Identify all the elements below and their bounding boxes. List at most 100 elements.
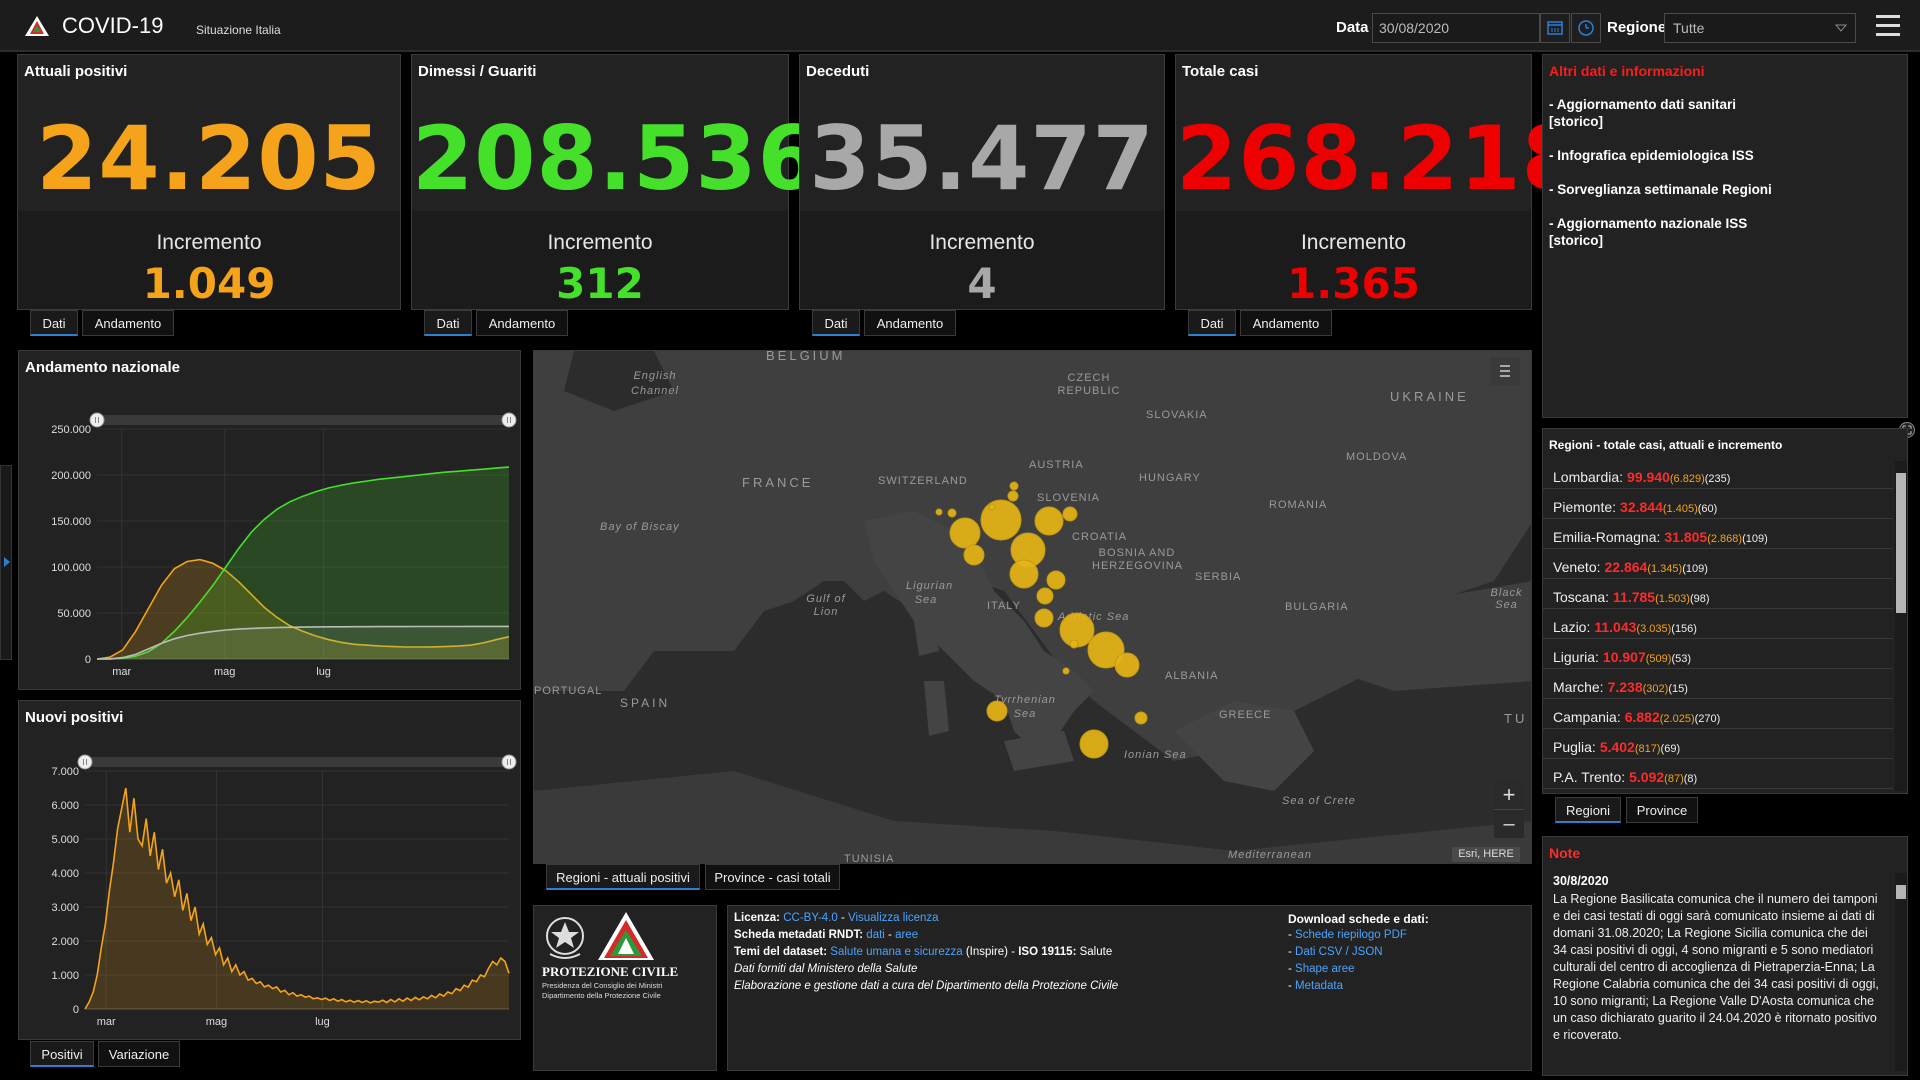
region-row[interactable]: Emilia-Romagna: 31.805(2.868)(109) <box>1543 519 1893 549</box>
download-link[interactable]: Shape aree <box>1295 963 1355 975</box>
region-bubble <box>947 508 957 518</box>
download-link[interactable]: Schede riepilogo PDF <box>1295 929 1407 941</box>
region-total: 5.402 <box>1599 739 1635 755</box>
y-tick-label: 0 <box>73 1004 79 1016</box>
data-management-line: Elaborazione e gestione dati a cura del … <box>734 980 1119 992</box>
download-link[interactable]: Metadata <box>1295 980 1343 992</box>
metadata-aree-link[interactable]: aree <box>895 929 919 941</box>
map-label-country: ITALY <box>987 600 1021 612</box>
tab-regioni-attuali-positivi[interactable]: Regioni - attuali positivi <box>546 864 700 890</box>
view-license-link[interactable]: Visualizza licenza <box>848 912 939 924</box>
zoom-in-button[interactable]: + <box>1494 781 1524 809</box>
kpi-value: 35.477 <box>809 107 1155 210</box>
map-label-country: BULGARIA <box>1285 601 1349 613</box>
tab-andamento[interactable]: Andamento <box>864 310 956 336</box>
tab-dati[interactable]: Dati <box>424 310 472 336</box>
tab-variazione[interactable]: Variazione <box>98 1041 180 1067</box>
download-link[interactable]: Dati CSV / JSON <box>1295 946 1383 958</box>
range-slider-handle[interactable] <box>501 412 517 428</box>
regions-list-panel: Regioni - totale casi, attuali e increme… <box>1542 428 1908 794</box>
region-row[interactable]: Lazio: 11.043(3.035)(156) <box>1543 609 1893 639</box>
metadata-label: Scheda metadati RNDT: <box>734 929 864 941</box>
notes-date: 30/8/2020 <box>1553 874 1609 888</box>
menu-button[interactable] <box>1876 15 1900 37</box>
download-item[interactable]: - Metadata <box>1288 980 1343 992</box>
tab-province-casi-totali[interactable]: Province - casi totali <box>705 864 840 890</box>
tab-dati[interactable]: Dati <box>1188 310 1236 336</box>
info-link[interactable]: - Sorveglianza settimanale Regioni <box>1549 182 1772 197</box>
time-button[interactable] <box>1571 13 1601 43</box>
themes-link[interactable]: Salute umana e sicurezza <box>830 946 963 958</box>
map-label-country: CROATIA <box>1072 531 1128 543</box>
regions-list[interactable]: Lombardia: 99.940(6.829)(235) Piemonte: 32.… <box>1543 459 1893 791</box>
tab-andamento[interactable]: Andamento <box>476 310 568 336</box>
side-panel-handle[interactable] <box>0 465 12 660</box>
y-tick-label: 2.000 <box>51 936 79 948</box>
range-slider-handle[interactable] <box>89 412 105 428</box>
region-increment: (53) <box>1671 653 1691 665</box>
slider-knob <box>501 754 517 770</box>
app-title: COVID-19 <box>62 13 164 38</box>
date-input[interactable] <box>1372 13 1540 43</box>
scrollbar[interactable] <box>1895 461 1907 791</box>
region-row[interactable]: Veneto: 22.864(1.345)(109) <box>1543 549 1893 579</box>
tab-andamento[interactable]: Andamento <box>1240 310 1332 336</box>
calendar-button[interactable] <box>1540 13 1570 43</box>
region-row[interactable]: P.A. Trento: 5.092(87)(8) <box>1543 759 1893 789</box>
range-slider-handle[interactable] <box>77 754 93 770</box>
license-panel: Licenza: CC-BY-4.0 - Visualizza licenza … <box>727 905 1532 1071</box>
map-label-country: TUNISIA <box>844 853 895 864</box>
region-row[interactable]: Puglia: 5.402(817)(69) <box>1543 729 1893 759</box>
region-row[interactable]: Liguria: 10.907(509)(53) <box>1543 639 1893 669</box>
regions-title: Regioni - totale casi, attuali e increme… <box>1549 438 1783 452</box>
region-row[interactable]: Campania: 6.882(2.025)(270) <box>1543 699 1893 729</box>
map-label-sea: Ionian Sea <box>1124 749 1187 761</box>
license-link[interactable]: CC-BY-4.0 <box>783 912 838 924</box>
region-row[interactable]: Marche: 7.238(302)(15) <box>1543 669 1893 699</box>
info-link[interactable]: - Aggiornamento nazionale ISS [storico] <box>1549 216 1748 248</box>
map-label-country: FRANCE <box>742 475 814 490</box>
region-bubble <box>1114 652 1140 678</box>
zoom-out-button[interactable]: – <box>1494 809 1524 838</box>
region-increment: (270) <box>1694 713 1721 725</box>
scroll-thumb[interactable] <box>1896 885 1906 899</box>
region-total: 99.940 <box>1627 469 1670 485</box>
map-attribution: Esri, HERE <box>1452 847 1520 862</box>
range-slider-handle[interactable] <box>501 754 517 770</box>
region-attuali: (2.868) <box>1707 533 1743 545</box>
region-bubble <box>1062 506 1078 522</box>
map-bubbles <box>935 481 1148 759</box>
region-name: Lazio: <box>1553 619 1591 635</box>
tab-province[interactable]: Province <box>1626 797 1698 823</box>
download-item[interactable]: - Dati CSV / JSON <box>1288 946 1383 958</box>
info-link[interactable]: - Infografica epidemiologica ISS <box>1549 148 1754 163</box>
map-view[interactable]: BELGIUM CZECH REPUBLIC SLOVAKIA UKRAINE … <box>533 350 1532 864</box>
scroll-thumb[interactable] <box>1896 473 1906 613</box>
region-attuali: (509) <box>1645 653 1672 665</box>
info-link[interactable]: - Aggiornamento dati sanitari [storico] <box>1549 97 1737 129</box>
tab-andamento[interactable]: Andamento <box>82 310 174 336</box>
tab-dati[interactable]: Dati <box>812 310 860 336</box>
download-item[interactable]: - Shape aree <box>1288 963 1355 975</box>
series-line <box>84 787 510 1010</box>
tab-regioni[interactable]: Regioni <box>1555 797 1621 823</box>
kpi-increment-label: Incremento <box>929 231 1035 254</box>
y-tick-label: 0 <box>85 654 91 666</box>
metadata-dati-link[interactable]: dati <box>866 929 885 941</box>
tab-positivi[interactable]: Positivi <box>30 1041 94 1067</box>
region-bubble <box>986 700 1008 722</box>
map-label-country: SERBIA <box>1195 571 1242 583</box>
region-bubble <box>1009 559 1039 589</box>
scrollbar[interactable] <box>1895 873 1907 1071</box>
map-label-country: BOSNIA AND HERZEGOVINA <box>1092 547 1184 572</box>
menu-icon-bar <box>1876 33 1900 36</box>
region-row[interactable]: Piemonte: 32.844(1.405)(60) <box>1543 489 1893 519</box>
download-item[interactable]: - Schede riepilogo PDF <box>1288 929 1407 941</box>
download-title: Download schede e dati: <box>1288 912 1429 926</box>
region-select[interactable]: Tutte <box>1664 13 1856 43</box>
tab-dati[interactable]: Dati <box>30 310 78 336</box>
region-name: Emilia-Romagna: <box>1553 529 1661 545</box>
region-row[interactable]: Toscana: 11.785(1.503)(98) <box>1543 579 1893 609</box>
region-row[interactable]: Lombardia: 99.940(6.829)(235) <box>1543 459 1893 489</box>
map-legend-button[interactable] <box>1490 357 1520 385</box>
